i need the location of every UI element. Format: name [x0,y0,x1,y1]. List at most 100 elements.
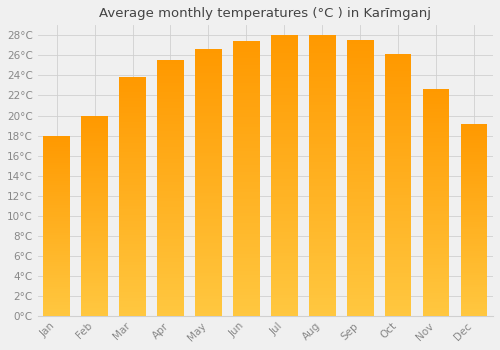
Bar [44,199,70,201]
Bar [120,176,146,179]
Bar [347,247,374,251]
Bar [195,60,222,63]
Bar [120,80,146,83]
Bar [233,120,260,124]
Bar [385,238,411,241]
Bar [233,76,260,79]
Bar [271,285,297,288]
Bar [385,123,411,126]
Bar [82,231,108,233]
Bar [461,201,487,203]
Bar [120,224,146,226]
Bar [82,135,108,138]
Bar [157,255,184,259]
Bar [347,178,374,182]
Bar [195,193,222,196]
Bar [82,293,108,296]
Bar [82,150,108,153]
Bar [120,262,146,265]
Bar [233,285,260,288]
Bar [157,172,184,175]
Bar [233,96,260,100]
Bar [347,268,374,271]
Bar [461,270,487,273]
Bar [195,149,222,153]
Bar [461,251,487,253]
Bar [385,113,411,117]
Bar [347,144,374,147]
Bar [120,125,146,128]
Bar [120,298,146,301]
Bar [461,135,487,138]
Bar [271,225,297,228]
Bar [385,90,411,93]
Bar [82,303,108,306]
Bar [271,151,297,155]
Bar [347,54,374,57]
Bar [423,237,450,239]
Bar [120,155,146,158]
Bar [195,253,222,256]
Bar [195,199,222,203]
Bar [423,290,450,293]
Bar [347,109,374,113]
Bar [195,189,222,193]
Bar [385,149,411,153]
Bar [423,288,450,290]
Bar [385,309,411,313]
Bar [309,98,336,102]
Bar [44,230,70,232]
Bar [461,179,487,181]
Bar [271,214,297,218]
Bar [309,295,336,299]
Bar [82,246,108,248]
Bar [347,106,374,109]
Bar [347,278,374,281]
Bar [461,174,487,176]
Bar [461,169,487,172]
Bar [233,138,260,141]
Bar [120,134,146,137]
Bar [44,241,70,244]
Bar [347,137,374,140]
Bar [120,152,146,155]
Bar [347,233,374,237]
Bar [461,248,487,251]
Bar [461,309,487,311]
Bar [385,224,411,228]
Bar [195,186,222,189]
Bar [309,116,336,119]
Bar [271,148,297,151]
Bar [195,196,222,200]
Bar [82,221,108,223]
Bar [309,253,336,256]
Bar [271,165,297,169]
Bar [271,264,297,267]
Bar [233,151,260,155]
Bar [157,223,184,226]
Bar [82,120,108,123]
Bar [44,196,70,199]
Bar [385,273,411,277]
Bar [461,314,487,316]
Bar [120,119,146,122]
Bar [233,240,260,244]
Bar [44,140,70,142]
Bar [385,93,411,97]
Bar [44,205,70,208]
Bar [271,274,297,278]
Bar [309,151,336,155]
Bar [82,276,108,278]
Bar [309,137,336,141]
Bar [44,260,70,262]
Bar [157,226,184,230]
Bar [195,139,222,143]
Bar [271,281,297,285]
Bar [82,171,108,173]
Bar [195,106,222,109]
Bar [309,190,336,193]
Bar [44,239,70,241]
Bar [309,292,336,295]
Bar [233,295,260,299]
Bar [347,244,374,247]
